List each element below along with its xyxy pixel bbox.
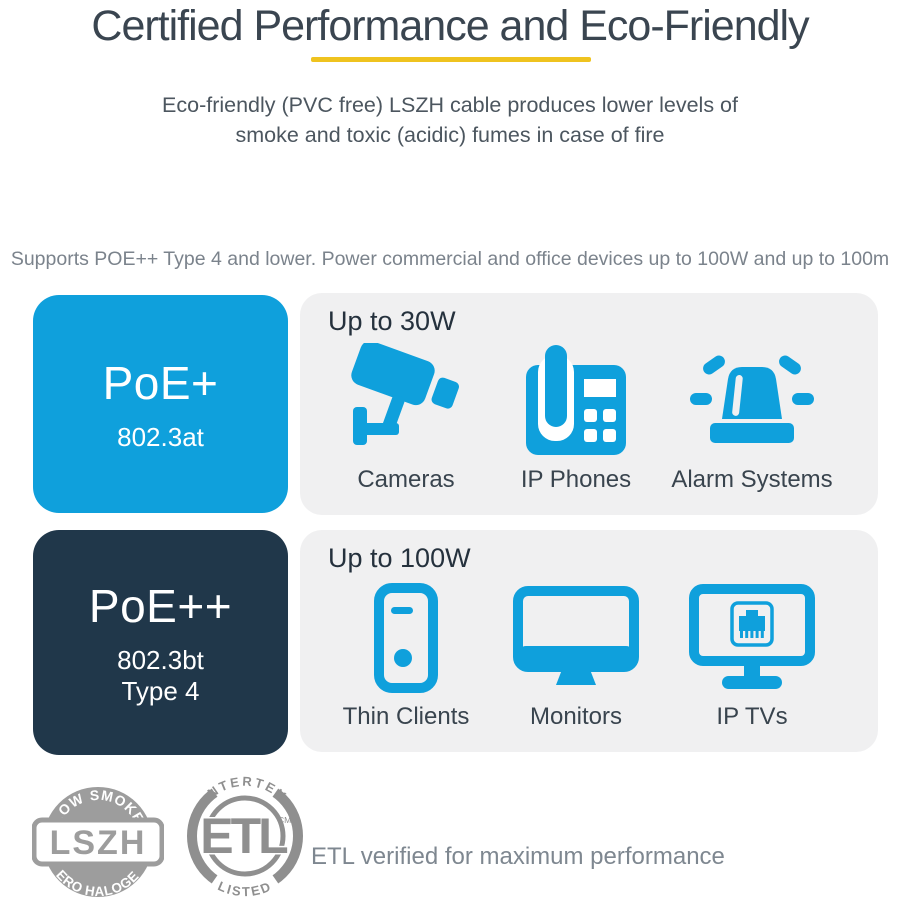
etl-cm-text: CM bbox=[278, 815, 291, 825]
device-alarm-systems: Alarm Systems bbox=[647, 339, 857, 494]
device-label: Cameras bbox=[357, 466, 455, 493]
etl-certification: INTERTEK LISTED ETL CM bbox=[172, 758, 315, 900]
lszh-center-text: LSZH bbox=[50, 824, 147, 862]
svg-text:LISTED: LISTED bbox=[216, 878, 275, 899]
poe-plus-device-panel: Up to 30W Cameras bbox=[300, 293, 878, 515]
etl-caption: ETL verified for maximum performance bbox=[311, 843, 725, 870]
device-monitors: Monitors bbox=[471, 576, 681, 731]
poe-plus-plus-wattage: Up to 100W bbox=[328, 543, 471, 573]
subtitle-line-2: smoke and toxic (acidic) fumes in case o… bbox=[235, 123, 665, 147]
thin-client-icon bbox=[374, 583, 438, 693]
security-camera-icon bbox=[351, 343, 459, 445]
poe-plus-standard: 802.3at bbox=[33, 422, 288, 453]
device-label: IP Phones bbox=[520, 466, 632, 493]
monitor-icon bbox=[513, 586, 639, 685]
page-subtitle: Eco-friendly (PVC free) LSZH cable produ… bbox=[0, 90, 900, 150]
poe-plus-plus-standard: 802.3bt Type 4 bbox=[33, 645, 288, 707]
ip-phone-icon bbox=[526, 345, 626, 455]
title-underline-accent bbox=[311, 57, 591, 62]
device-label: Monitors bbox=[529, 703, 623, 730]
etl-center-text: ETL bbox=[200, 808, 287, 864]
poe-plus-plus-standard-line2: Type 4 bbox=[121, 675, 200, 706]
poe-plus-title: PoE+ bbox=[102, 356, 219, 409]
device-cameras: Cameras bbox=[301, 339, 511, 494]
device-label: Alarm Systems bbox=[671, 466, 833, 493]
device-ip-tvs: IP TVs bbox=[647, 576, 857, 731]
poe-plus-plus-title: PoE++ bbox=[88, 579, 233, 632]
poe-plus-badge: PoE+ 802.3at bbox=[33, 295, 288, 513]
device-thin-clients: Thin Clients bbox=[301, 576, 511, 731]
poe-plus-plus-standard-line1: 802.3bt bbox=[117, 644, 204, 675]
etl-bottom-text: LISTED bbox=[216, 878, 273, 899]
device-ip-phones: IP Phones bbox=[471, 339, 681, 494]
poe-plus-standard-line1: 802.3at bbox=[117, 421, 204, 452]
poe-plus-wattage: Up to 30W bbox=[328, 306, 456, 336]
etl-badge: INTERTEK LISTED ETL CM bbox=[172, 758, 303, 899]
subtitle-line-1: Eco-friendly (PVC free) LSZH cable produ… bbox=[162, 93, 738, 117]
device-label: IP TVs bbox=[716, 703, 788, 730]
poe-plus-plus-device-panel: Up to 100W Thin Clients Monitors bbox=[300, 530, 878, 752]
alarm-siren-icon bbox=[690, 355, 814, 443]
intro-text: Supports POE++ Type 4 and lower. Power c… bbox=[10, 248, 890, 270]
device-label: Thin Clients bbox=[342, 703, 470, 730]
poe-plus-plus-badge: PoE++ 802.3bt Type 4 bbox=[33, 530, 288, 755]
page-title: Certified Performance and Eco-Friendly bbox=[91, 2, 809, 50]
ip-tv-icon bbox=[689, 584, 815, 689]
